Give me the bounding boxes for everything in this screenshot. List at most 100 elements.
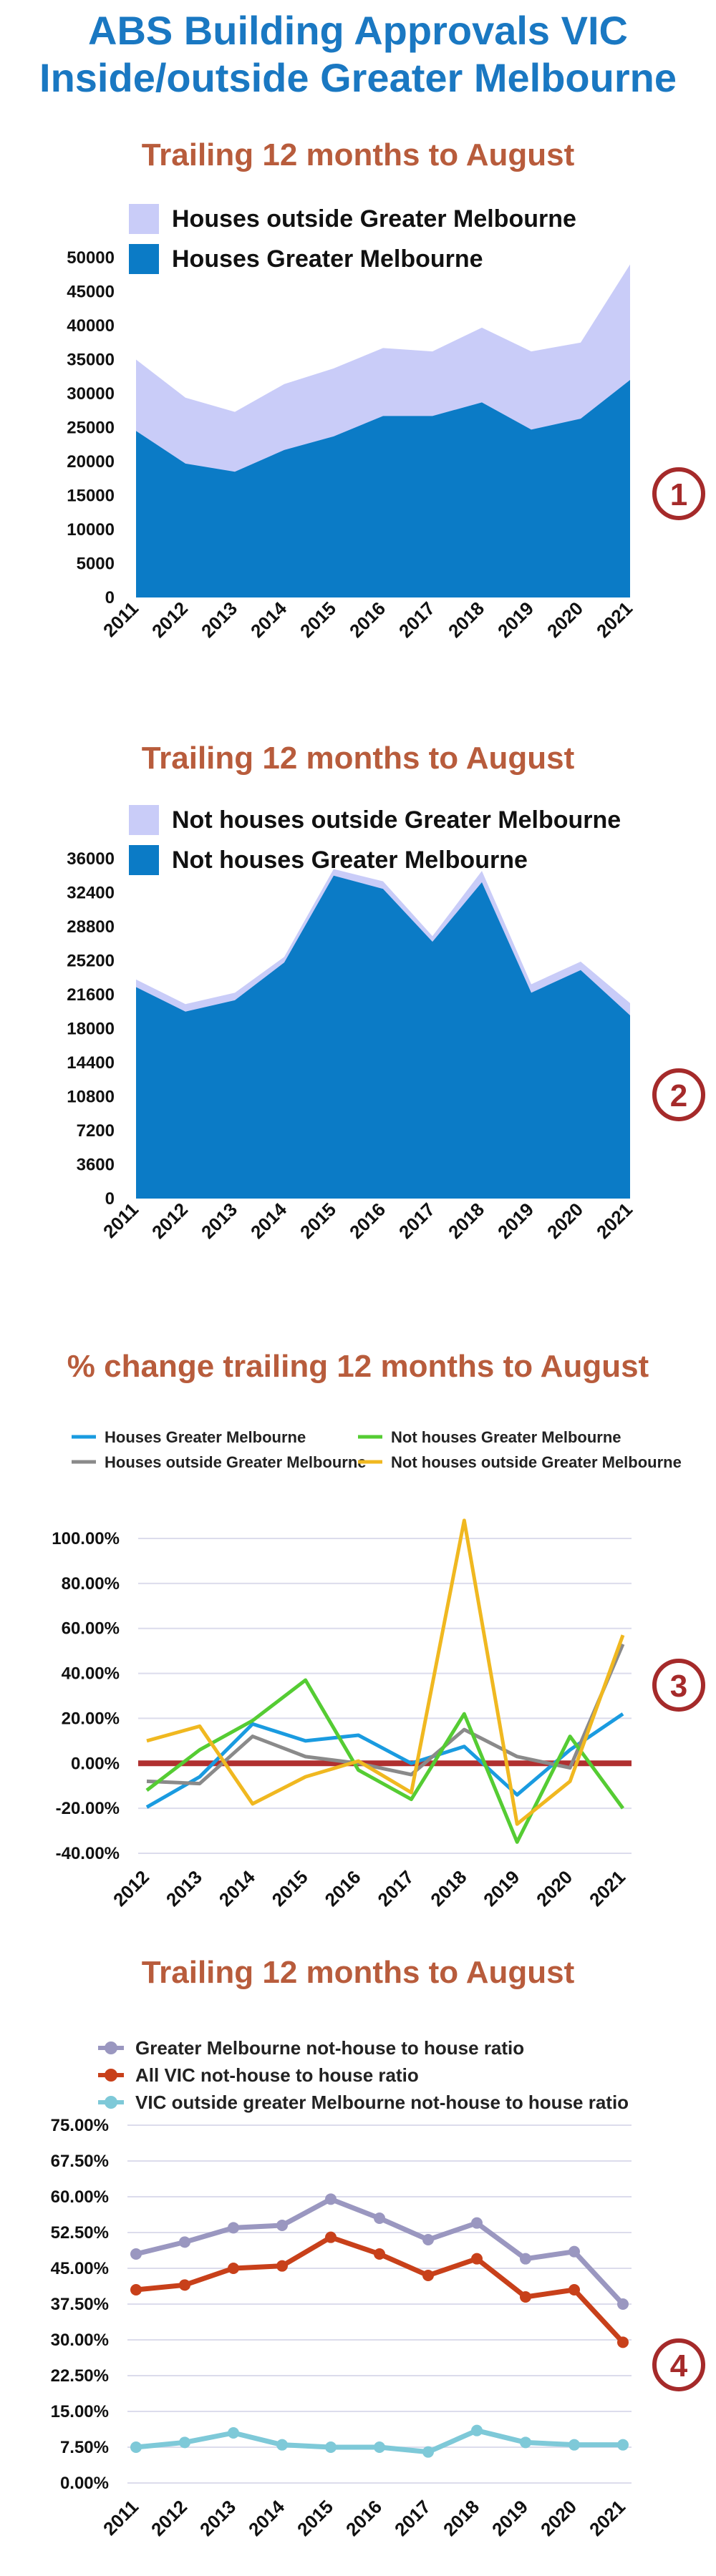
chart-2-x-tick: 2020 xyxy=(543,1199,587,1243)
chart-4-data-point xyxy=(422,2234,434,2245)
chart-1-y-tick: 30000 xyxy=(67,384,115,404)
chart-3-y-tick: -40.00% xyxy=(56,1844,120,1863)
chart-1-y-tick: 35000 xyxy=(67,351,115,370)
chart-2-not-houses-area: Not houses outside Greater Melbourne Not … xyxy=(67,805,705,1243)
chart-4-data-point xyxy=(228,2222,239,2234)
chart-4-legend-marker xyxy=(105,2096,117,2109)
chart-1-x-tick: 2017 xyxy=(395,597,439,642)
chart-4-data-point xyxy=(276,2260,288,2272)
chart-4-y-tick: 75.00% xyxy=(51,2116,109,2135)
chart-2-x-tick: 2019 xyxy=(493,1199,538,1243)
chart-4-x-tick: 2013 xyxy=(195,2496,240,2540)
chart-1-y-tick: 40000 xyxy=(67,316,115,336)
chart-3-series-line xyxy=(146,1643,625,1786)
chart-3-legend-label: Houses Greater Melbourne xyxy=(105,1428,306,1446)
chart-4-y-tick: 30.00% xyxy=(51,2331,109,2350)
chart-4-data-point xyxy=(276,2439,288,2451)
chart-4-data-point xyxy=(569,2439,580,2451)
chart-4-x-tick: 2019 xyxy=(488,2496,532,2540)
chart-2-x-tick: 2014 xyxy=(246,1199,291,1243)
chart-3-x-tick: 2018 xyxy=(426,1866,470,1911)
chart-4-y-tick: 45.00% xyxy=(51,2259,109,2278)
chart-2-area-bottom-series xyxy=(136,875,630,1199)
chart-4-x-tick: 2020 xyxy=(536,2496,581,2540)
chart-4-y-tick: 37.50% xyxy=(51,2295,109,2314)
chart-4-legend-label: Greater Melbourne not-house to house rat… xyxy=(135,2037,524,2059)
chart-1-x-tick: 2019 xyxy=(493,597,538,642)
chart-2-legend-label: Not houses outside Greater Melbourne xyxy=(172,806,621,834)
chart-1-badge-label: 1 xyxy=(670,477,687,512)
chart-4-legend-label: All VIC not-house to house ratio xyxy=(135,2064,419,2086)
chart-4-x-tick: 2016 xyxy=(342,2496,386,2540)
chart-4-data-point xyxy=(228,2263,239,2274)
chart-4-data-point xyxy=(471,2424,483,2436)
chart-4-data-point xyxy=(617,2439,629,2451)
chart-1-y-tick: 15000 xyxy=(67,487,115,506)
chart-3-y-tick: 40.00% xyxy=(62,1664,120,1684)
chart-4-data-point xyxy=(130,2284,142,2296)
chart-2-title: Trailing 12 months to August xyxy=(141,741,575,776)
chart-3-x-tick: 2015 xyxy=(268,1866,312,1911)
chart-3-series-line xyxy=(146,1518,625,1826)
chart-4-y-tick: 0.00% xyxy=(60,2474,109,2493)
chart-1-title: Trailing 12 months to August xyxy=(141,137,575,172)
chart-4-legend-label: VIC outside greater Melbourne not-house … xyxy=(135,2092,629,2113)
chart-4-badge xyxy=(652,2338,705,2391)
chart-2-legend-swatch xyxy=(129,805,159,835)
chart-3-y-tick: 80.00% xyxy=(62,1574,120,1594)
chart-2-badge xyxy=(652,1068,705,1121)
chart-4-data-point xyxy=(374,2248,385,2260)
chart-1-y-tick: 25000 xyxy=(67,419,115,438)
main-title-line-1: ABS Building Approvals VIC xyxy=(88,8,628,53)
chart-4-data-point xyxy=(520,2253,531,2265)
chart-4-x-tick: 2012 xyxy=(147,2496,191,2540)
chart-4-data-point xyxy=(422,2446,434,2458)
chart-2-legend-swatch xyxy=(129,845,159,875)
chart-2-badge-label: 2 xyxy=(670,1078,687,1113)
chart-4-data-point xyxy=(520,2436,531,2449)
main-title-line-2: Inside/outside Greater Melbourne xyxy=(39,55,677,100)
chart-4-x-tick: 2017 xyxy=(390,2496,435,2540)
chart-4-legend-marker xyxy=(105,2041,117,2054)
chart-3-y-tick: -20.00% xyxy=(56,1799,120,1818)
chart-2-x-tick: 2021 xyxy=(592,1199,637,1243)
chart-4-x-tick: 2011 xyxy=(99,2496,142,2540)
chart-1-x-tick: 2012 xyxy=(147,597,192,642)
chart-2-x-tick: 2013 xyxy=(197,1199,241,1243)
chart-3-series-line xyxy=(145,1712,624,1809)
chart-3-x-tick: 2014 xyxy=(215,1866,259,1911)
chart-4-data-point xyxy=(617,2298,629,2310)
chart-4-data-point xyxy=(179,2436,190,2449)
chart-3-x-tick: 2017 xyxy=(373,1866,417,1911)
chart-4-data-point xyxy=(617,2336,629,2348)
chart-3-percent-change-lines: Houses Greater Melbourne Houses outside G… xyxy=(52,1428,705,1911)
chart-4-x-tick: 2021 xyxy=(585,2496,629,2540)
chart-4-data-point xyxy=(471,2253,483,2265)
chart-4-legend-marker xyxy=(105,2069,117,2082)
chart-2-y-tick: 21600 xyxy=(67,985,115,1005)
chart-3-badge-label: 3 xyxy=(670,1669,687,1704)
chart-3-y-tick: 60.00% xyxy=(62,1619,120,1639)
chart-1-x-tick: 2021 xyxy=(592,597,637,642)
chart-3-y-tick: 100.00% xyxy=(52,1529,120,1548)
chart-3-x-tick: 2019 xyxy=(479,1866,523,1911)
chart-2-x-tick: 2018 xyxy=(444,1199,488,1243)
chart-3-legend-label: Houses outside Greater Melbourne xyxy=(105,1453,367,1471)
chart-1-legend-swatch xyxy=(129,244,159,274)
chart-4-data-point xyxy=(569,2284,580,2296)
chart-3-x-tick: 2013 xyxy=(162,1866,206,1911)
chart-4-data-point xyxy=(374,2441,385,2453)
chart-4-data-point xyxy=(228,2427,239,2439)
chart-3-x-tick: 2016 xyxy=(321,1866,365,1911)
chart-4-data-point xyxy=(130,2248,142,2260)
chart-4-data-point xyxy=(325,2231,337,2243)
chart-4-badge-label: 4 xyxy=(670,2348,688,2384)
chart-1-x-tick: 2020 xyxy=(543,597,587,642)
chart-1-x-tick: 2014 xyxy=(246,597,291,642)
chart-4-x-tick: 2015 xyxy=(293,2496,337,2540)
chart-2-y-tick: 7200 xyxy=(77,1121,115,1141)
chart-1-x-tick: 2013 xyxy=(197,597,241,642)
chart-4-y-tick: 52.50% xyxy=(51,2223,109,2243)
chart-4-y-tick: 7.50% xyxy=(60,2438,109,2457)
